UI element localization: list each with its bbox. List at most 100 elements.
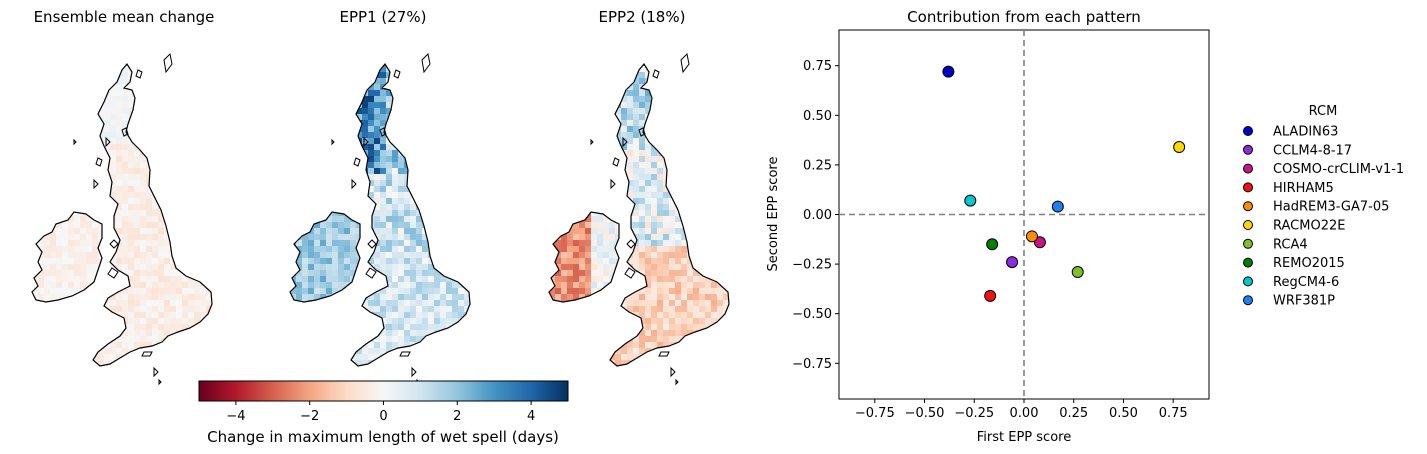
island-coastline [367,239,377,249]
x-tick-label: 0.75 [1159,406,1188,421]
point-wrf381p [1051,200,1064,213]
legend-label: ALADIN63 [1273,125,1338,140]
x-tick-label: −0.25 [954,406,994,421]
britain-coastline [609,62,730,367]
point-regcm4-6 [964,194,977,207]
legend-item: RCA4 [1243,237,1308,252]
point-remo2015 [986,238,999,251]
ireland-coastline [31,211,103,303]
y-axis-ticks: −0.75 −0.50 −0.25 0.00 0.25 0.50 0.75 [792,59,839,372]
island-coastline [107,267,119,279]
island-coastline [675,378,679,386]
island-coastline [73,138,77,146]
colorbar-ticks: −4 −2 0 2 4 [226,401,535,424]
legend-item: ALADIN63 [1243,125,1338,140]
y-tick-label: 0.75 [803,59,832,74]
island-coastline [626,239,636,249]
britain-coastline [350,62,471,367]
x-tick-label: 0.00 [1010,406,1039,421]
point-cclm4-8-17 [1006,256,1019,269]
scatter-chart: Contribution from each pattern −0.75 −0.5… [766,8,1210,445]
point-rca4 [1071,266,1084,279]
point-hadrem3-ga7-05 [1025,230,1038,243]
legend-label: HIRHAM5 [1273,181,1334,196]
y-tick-label: −0.75 [792,357,832,372]
island-coastline [638,127,646,137]
legend: RCM ALADIN63 CCLM4-8-17 COSMO-crCLIM-v1-1 H… [1243,104,1404,309]
colorbar-tick-label: 0 [379,409,387,424]
island-coastline [379,127,387,137]
legend-label: COSMO-crCLIM-v1-1 [1273,162,1404,177]
legend-items: ALADIN63 CCLM4-8-17 COSMO-crCLIM-v1-1 HIRHA… [1243,125,1404,309]
legend-marker [1243,144,1253,155]
colorbar-tick-label: −2 [300,409,319,424]
legend-marker [1243,276,1253,287]
island-coastline [393,69,401,79]
britain-coastline [92,62,213,367]
legend-label: RACMO22E [1273,219,1345,234]
legend-marker [1243,220,1253,230]
island-coastline [141,351,153,357]
island-coastline [590,138,594,146]
island-coastline [399,351,411,357]
x-tick-label: 0.50 [1109,406,1138,421]
island-coastline [95,157,103,167]
colorbar-label: Change in maximum length of wet spell (d… [207,428,559,446]
legend-marker [1243,257,1253,268]
island-coastline [135,69,143,79]
island-coastline [121,127,129,137]
island-coastline [363,136,369,148]
legend-marker [1243,182,1253,193]
island-coastline [658,351,670,357]
x-tick-label: −0.75 [855,406,895,421]
colorbar-tick-label: 2 [453,409,461,424]
map-panel-mean: Ensemble mean change [31,8,215,386]
y-axis-label: Second EPP score [766,157,781,272]
uk-map-mean [31,52,213,386]
map-panel-epp1: EPP1 (27%) [289,8,471,386]
legend-item: RACMO22E [1243,219,1345,234]
chart-title: Contribution from each pattern [907,8,1141,26]
map-title-epp1: EPP1 (27%) [340,8,427,26]
ireland-grid [290,212,360,302]
scatter-points [942,65,1186,302]
point-hirham5 [984,289,997,302]
point-cosmo-crclim-v1-1 [1033,236,1046,249]
island-coastline [624,267,636,279]
ireland-coastline [548,211,620,303]
legend-label: HadREM3-GA7-05 [1273,200,1389,215]
island-coastline [622,136,628,148]
legend-label: REMO2015 [1273,256,1345,271]
legend-marker [1243,126,1253,136]
legend-marker [1243,295,1253,306]
island-coastline [652,69,660,79]
island-coastline [680,52,690,74]
britain-grid [93,64,212,366]
ireland-grid [32,212,102,302]
legend-label: RCA4 [1273,237,1308,252]
map-title-mean: Ensemble mean change [34,8,215,26]
britain-grid [610,64,729,366]
y-tick-label: 0.00 [803,208,832,223]
island-coastline [612,157,620,167]
legend-marker [1243,238,1253,249]
island-coastline [163,52,173,74]
legend-label: WRF381P [1273,294,1335,309]
x-tick-label: −0.50 [905,406,945,421]
uk-map-epp1 [289,52,471,386]
legend-marker [1243,201,1253,212]
legend-item: HadREM3-GA7-05 [1243,200,1389,215]
island-coastline [105,136,111,148]
legend-label: CCLM4-8-17 [1273,143,1352,158]
legend-item: COSMO-crCLIM-v1-1 [1243,162,1404,177]
x-axis-label: First EPP score [977,430,1071,445]
legend-marker [1243,163,1253,174]
island-coastline [421,52,431,74]
y-tick-label: 0.50 [803,109,832,124]
uk-map-epp2 [548,52,730,386]
colorbar-tick-label: −4 [226,409,245,424]
legend-title: RCM [1309,104,1338,119]
britain-grid [351,64,470,366]
legend-item: RegCM4-6 [1243,275,1339,290]
